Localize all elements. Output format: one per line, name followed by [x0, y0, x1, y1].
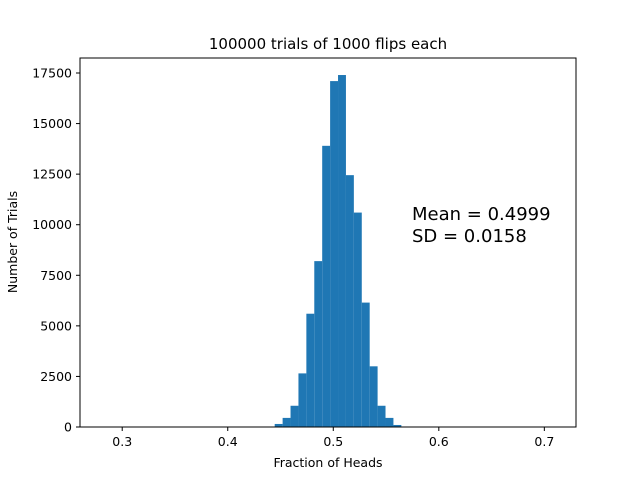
- histogram-bar-7: [330, 81, 339, 427]
- x-tick-label-3: 0.6: [429, 434, 449, 449]
- histogram-bar-6: [322, 145, 331, 427]
- y-tick-label-1: 2500: [40, 369, 72, 384]
- y-tick-label-0: 0: [64, 420, 72, 435]
- x-tick-label-4: 0.7: [534, 434, 554, 449]
- histogram-bar-9: [345, 175, 354, 427]
- histogram-bar-5: [314, 261, 323, 427]
- y-tick-label-3: 7500: [40, 268, 72, 283]
- histogram-bar-10: [353, 212, 362, 427]
- histogram-bar-2: [290, 405, 299, 427]
- histogram-bar-11: [361, 302, 370, 427]
- y-tick-label-4: 10000: [32, 217, 72, 232]
- histogram-bar-1: [282, 417, 291, 427]
- y-tick-label-7: 17500: [32, 66, 72, 81]
- x-axis-ticks: 0.3 0.4 0.5 0.6 0.7: [112, 427, 554, 449]
- histogram-bar-3: [298, 373, 307, 427]
- x-axis-label: Fraction of Heads: [273, 455, 382, 470]
- y-tick-label-6: 15000: [32, 116, 72, 131]
- y-tick-label-5: 12500: [32, 167, 72, 182]
- x-tick-label-0: 0.3: [112, 434, 132, 449]
- x-tick-label-1: 0.4: [218, 434, 238, 449]
- histogram-bar-12: [369, 366, 378, 427]
- histogram-bar-8: [338, 75, 346, 427]
- plot-frame: [79, 57, 577, 428]
- y-tick-label-2: 5000: [40, 318, 72, 333]
- histogram-bar-4: [306, 313, 315, 427]
- x-tick-label-2: 0.5: [323, 434, 343, 449]
- mean-annotation: Mean = 0.4999: [412, 204, 551, 225]
- histogram-bar-14: [385, 417, 394, 427]
- chart-title: 100000 trials of 1000 flips each: [209, 35, 447, 53]
- histogram-bar-0: [274, 423, 283, 427]
- sd-annotation: SD = 0.0158: [412, 226, 527, 247]
- y-axis-label: Number of Trials: [5, 191, 20, 293]
- histogram-bar-13: [377, 405, 386, 427]
- histogram-bars: [274, 75, 402, 427]
- histogram-bar-15: [393, 424, 402, 427]
- y-axis-ticks: 0 2500 5000 7500 10000 12500 15000 17500: [32, 66, 80, 435]
